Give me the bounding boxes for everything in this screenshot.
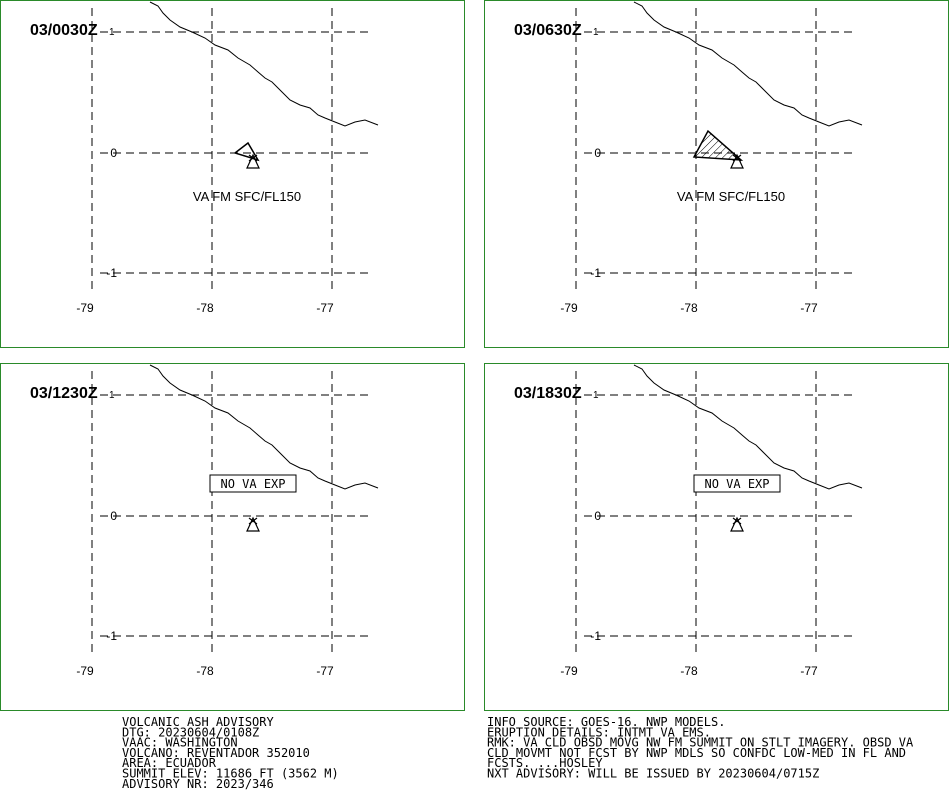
map-panel: -79 -78 -77 0 -1 03/0630Z 1 VA FM SFC/FL150	[484, 0, 949, 348]
lat-label: 0	[110, 509, 117, 523]
lon-label: -77	[800, 664, 818, 678]
advisory-line: AREA: ECUADOR	[122, 756, 217, 770]
time-suffix: 1	[593, 390, 599, 401]
ash-area	[233, 141, 260, 162]
time-label: 03/1230Z	[30, 385, 98, 402]
annotation-box	[693, 474, 781, 493]
panel-border	[484, 0, 949, 348]
advisory-line: ADVISORY NR: 2023/346	[122, 777, 274, 791]
no-ash-annotation: NO VA EXP	[704, 477, 769, 491]
volcano-icon	[730, 153, 744, 169]
lon-label: -79	[560, 301, 578, 315]
lon-label: -78	[680, 301, 698, 315]
advisory-line: ERUPTION DETAILS: INTMT VA EMS.	[487, 725, 711, 739]
lat-label: 0	[110, 146, 117, 160]
advisory-line: VOLCANO: REVENTADOR 352010	[122, 746, 310, 760]
coastline	[149, 364, 379, 490]
annotation-box	[209, 474, 297, 493]
volcano-icon	[730, 516, 744, 532]
time-suffix: 1	[109, 390, 115, 401]
lon-label: -77	[316, 664, 334, 678]
lat-label: 0	[594, 146, 601, 160]
lon-label: -78	[196, 301, 214, 315]
lon-label: -77	[800, 301, 818, 315]
advisory-line: VOLCANIC ASH ADVISORY	[122, 715, 274, 729]
coastline	[633, 1, 863, 127]
map-panel: -79 -78 -77 0 -1 03/0030Z 1 VA FM SFC/FL150	[0, 0, 465, 348]
panel-border	[484, 363, 949, 711]
volcano-plume	[732, 517, 742, 525]
volcano-icon	[246, 516, 260, 532]
panel-border	[0, 0, 465, 348]
no-ash-annotation: NO VA EXP	[220, 477, 285, 491]
volcano-plume	[248, 517, 258, 525]
advisory-line: INFO SOURCE: GOES-16. NWP MODELS.	[487, 715, 725, 729]
lat-label: -1	[106, 629, 117, 643]
map-panel: -79 -78 -77 0 -1 03/1830Z 1 NO VA EXP	[484, 363, 949, 711]
ash-annotation: VA FM SFC/FL150	[677, 189, 785, 204]
lon-label: -79	[560, 664, 578, 678]
advisory-line: FCSTS. ...HOSLEY	[487, 756, 603, 770]
coastline	[633, 364, 863, 490]
time-label: 03/0030Z	[30, 22, 98, 39]
advisory-line: CLD MOVMT NOT FCST BY NWP MDLS SO CONFDC…	[487, 746, 906, 760]
time-label: 03/0630Z	[514, 22, 582, 39]
lat-label: 0	[594, 509, 601, 523]
advisory-line: NXT ADVISORY: WILL BE ISSUED BY 20230604…	[487, 767, 819, 781]
lon-label: -79	[76, 301, 94, 315]
map-panel: -79 -78 -77 0 -1 03/1230Z 1 NO VA EXP	[0, 363, 465, 711]
time-suffix: 1	[593, 27, 599, 38]
advisory-line: SUMMIT ELEV: 11686 FT (3562 M)	[122, 767, 339, 781]
coastline	[149, 1, 379, 127]
time-suffix: 1	[109, 27, 115, 38]
lat-label: -1	[590, 629, 601, 643]
volcano-icon	[246, 153, 260, 169]
lon-label: -78	[680, 664, 698, 678]
advisory-line: DTG: 20230604/0108Z	[122, 725, 259, 739]
lon-label: -77	[316, 301, 334, 315]
lon-label: -79	[76, 664, 94, 678]
time-label: 03/1830Z	[514, 385, 582, 402]
lon-label: -78	[196, 664, 214, 678]
ash-annotation: VA FM SFC/FL150	[193, 189, 301, 204]
ash-area	[692, 129, 744, 161]
panel-border	[0, 363, 465, 711]
lat-label: -1	[106, 266, 117, 280]
lat-label: -1	[590, 266, 601, 280]
advisory-line: RMK: VA CLD OBSD MOVG NW FM SUMMIT ON ST…	[487, 736, 914, 750]
advisory-line: VAAC: WASHINGTON	[122, 736, 238, 750]
